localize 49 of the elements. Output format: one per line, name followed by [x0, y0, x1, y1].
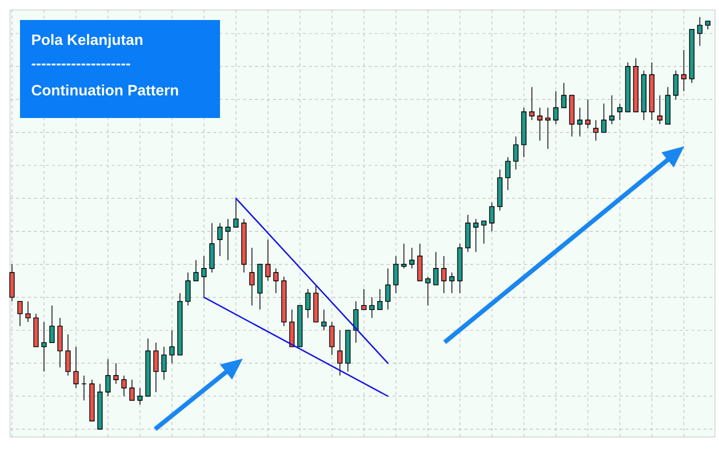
candlestick: [217, 222, 223, 256]
candlestick: [281, 276, 287, 327]
candlestick: [265, 239, 271, 282]
candlestick: [113, 362, 119, 384]
candlestick: [385, 268, 391, 310]
candlestick: [425, 276, 431, 306]
candlestick: [393, 256, 399, 294]
candlestick: [73, 346, 79, 388]
candlestick: [57, 317, 63, 368]
annotation: --------------------: [32, 64, 130, 66]
candlestick: [529, 86, 534, 120]
candlestick: [329, 322, 335, 356]
candlestick: [497, 169, 502, 212]
candlestick: [241, 218, 247, 273]
candlestick: [25, 301, 31, 322]
candlestick: [305, 288, 311, 318]
candlestick: [41, 322, 47, 372]
candlestick: [273, 268, 279, 294]
candlestick: [369, 296, 375, 318]
candlestick: [321, 309, 327, 331]
candlestick: [521, 107, 526, 158]
candlestick: [473, 218, 479, 252]
candlestick: [401, 243, 407, 269]
candlestick: [153, 342, 159, 392]
candlestick: [249, 247, 255, 306]
candlestick: [441, 256, 447, 294]
candlestick: [161, 346, 167, 380]
candlestick: [465, 214, 471, 252]
candlestick: [121, 375, 127, 397]
candlestick: [489, 202, 495, 232]
candlestick: [185, 272, 191, 306]
candlestick: [457, 243, 463, 294]
candlestick: [577, 107, 582, 137]
candlestick: [505, 156, 510, 191]
candlestick: [537, 107, 542, 142]
candlestick: [409, 247, 415, 269]
text: Pola Kelanjutan: [32, 34, 142, 48]
candlestick: [9, 264, 15, 302]
candlestick: [681, 50, 686, 92]
candlestick: [201, 256, 207, 298]
candlestick: [105, 358, 111, 397]
candlestick: [337, 330, 343, 376]
candlestick: [545, 107, 550, 150]
candlestick: [65, 334, 71, 376]
candlestick: [513, 136, 518, 170]
candlestick: [209, 222, 215, 273]
candlestick: [169, 330, 175, 364]
candlestick: [449, 272, 455, 294]
text: Continuation Pattern: [32, 84, 178, 96]
